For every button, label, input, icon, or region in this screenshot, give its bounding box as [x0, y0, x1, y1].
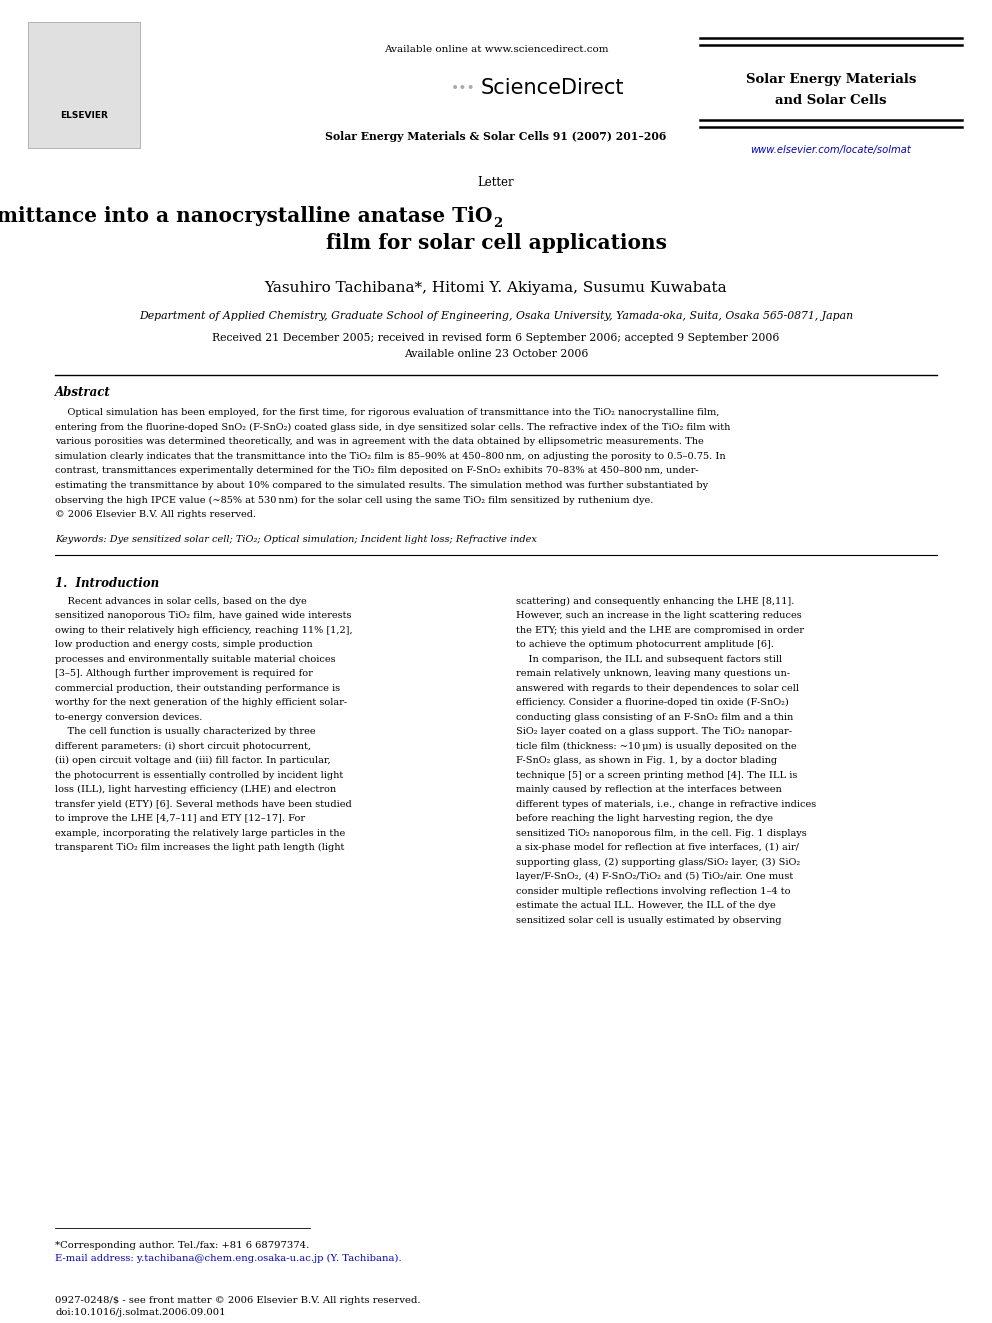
Text: © 2006 Elsevier B.V. All rights reserved.: © 2006 Elsevier B.V. All rights reserved… — [55, 511, 256, 519]
Text: In comparison, the ILL and subsequent factors still: In comparison, the ILL and subsequent fa… — [516, 655, 782, 664]
Text: to achieve the optimum photocurrent amplitude [6].: to achieve the optimum photocurrent ampl… — [516, 640, 774, 650]
Text: layer/F-SnO₂, (4) F-SnO₂/TiO₂ and (5) TiO₂/air. One must: layer/F-SnO₂, (4) F-SnO₂/TiO₂ and (5) Ti… — [516, 872, 794, 881]
Text: worthy for the next generation of the highly efficient solar-: worthy for the next generation of the hi… — [55, 699, 347, 708]
Text: estimate the actual ILL. However, the ILL of the dye: estimate the actual ILL. However, the IL… — [516, 901, 776, 910]
Text: to improve the LHE [4,7–11] and ETY [12–17]. For: to improve the LHE [4,7–11] and ETY [12–… — [55, 814, 306, 823]
Text: ScienceDirect: ScienceDirect — [481, 78, 625, 98]
Text: answered with regards to their dependences to solar cell: answered with regards to their dependenc… — [516, 684, 799, 693]
Text: technique [5] or a screen printing method [4]. The ILL is: technique [5] or a screen printing metho… — [516, 771, 798, 779]
Text: remain relatively unknown, leaving many questions un-: remain relatively unknown, leaving many … — [516, 669, 790, 679]
Text: film for solar cell applications: film for solar cell applications — [325, 233, 667, 253]
Text: estimating the transmittance by about 10% compared to the simulated results. The: estimating the transmittance by about 10… — [55, 482, 708, 490]
Text: 0927-0248/$ - see front matter © 2006 Elsevier B.V. All rights reserved.: 0927-0248/$ - see front matter © 2006 El… — [55, 1297, 421, 1304]
Text: different parameters: (i) short circuit photocurrent,: different parameters: (i) short circuit … — [55, 742, 311, 751]
Text: Solar Energy Materials: Solar Energy Materials — [746, 74, 917, 86]
Text: F-SnO₂ glass, as shown in Fig. 1, by a doctor blading: F-SnO₂ glass, as shown in Fig. 1, by a d… — [516, 757, 777, 765]
Text: mainly caused by reflection at the interfaces between: mainly caused by reflection at the inter… — [516, 786, 782, 794]
Text: a six-phase model for reflection at five interfaces, (1) air/: a six-phase model for reflection at five… — [516, 843, 799, 852]
Text: transfer yield (ETY) [6]. Several methods have been studied: transfer yield (ETY) [6]. Several method… — [55, 800, 352, 808]
Text: sensitized solar cell is usually estimated by observing: sensitized solar cell is usually estimat… — [516, 916, 782, 925]
Text: 1.  Introduction: 1. Introduction — [55, 577, 159, 590]
Text: Solar Energy Materials & Solar Cells 91 (2007) 201–206: Solar Energy Materials & Solar Cells 91 … — [325, 131, 667, 143]
Text: the photocurrent is essentially controlled by incident light: the photocurrent is essentially controll… — [55, 771, 343, 779]
Bar — [28, 22, 140, 148]
Text: Keywords: Dye sensitized solar cell; TiO₂; Optical simulation; Incident light lo: Keywords: Dye sensitized solar cell; TiO… — [55, 534, 537, 544]
Text: different types of materials, i.e., change in refractive indices: different types of materials, i.e., chan… — [516, 800, 816, 808]
Text: Available online at www.sciencedirect.com: Available online at www.sciencedirect.co… — [384, 45, 608, 54]
Text: Yasuhiro Tachibana*, Hitomi Y. Akiyama, Susumu Kuwabata: Yasuhiro Tachibana*, Hitomi Y. Akiyama, … — [265, 280, 727, 295]
Text: supporting glass, (2) supporting glass/SiO₂ layer, (3) SiO₂: supporting glass, (2) supporting glass/S… — [516, 857, 801, 867]
Text: Recent advances in solar cells, based on the dye: Recent advances in solar cells, based on… — [55, 597, 307, 606]
Text: consider multiple reflections involving reflection 1–4 to: consider multiple reflections involving … — [516, 886, 791, 896]
Text: ELSEVIER: ELSEVIER — [61, 111, 108, 119]
Text: •••: ••• — [451, 81, 476, 95]
Text: commercial production, their outstanding performance is: commercial production, their outstanding… — [55, 684, 340, 693]
Text: conducting glass consisting of an F-SnO₂ film and a thin: conducting glass consisting of an F-SnO₂… — [516, 713, 794, 722]
Text: contrast, transmittances experimentally determined for the TiO₂ film deposited o: contrast, transmittances experimentally … — [55, 467, 698, 475]
Text: efficiency. Consider a fluorine-doped tin oxide (F-SnO₂): efficiency. Consider a fluorine-doped ti… — [516, 699, 789, 708]
Text: sensitized nanoporous TiO₂ film, have gained wide interests: sensitized nanoporous TiO₂ film, have ga… — [55, 611, 351, 620]
Text: *Corresponding author. Tel./fax: +81 6 68797374.: *Corresponding author. Tel./fax: +81 6 6… — [55, 1241, 310, 1250]
Text: Available online 23 October 2006: Available online 23 October 2006 — [404, 349, 588, 359]
Text: various porosities was determined theoretically, and was in agreement with the d: various porosities was determined theore… — [55, 437, 703, 446]
Text: sensitized TiO₂ nanoporous film, in the cell. Fig. 1 displays: sensitized TiO₂ nanoporous film, in the … — [516, 828, 806, 837]
Text: www.elsevier.com/locate/solmat: www.elsevier.com/locate/solmat — [751, 146, 912, 155]
Text: simulation clearly indicates that the transmittance into the TiO₂ film is 85–90%: simulation clearly indicates that the tr… — [55, 451, 725, 460]
Text: processes and environmentally suitable material choices: processes and environmentally suitable m… — [55, 655, 335, 664]
Text: Received 21 December 2005; received in revised form 6 September 2006; accepted 9: Received 21 December 2005; received in r… — [212, 333, 780, 343]
Text: [3–5]. Although further improvement is required for: [3–5]. Although further improvement is r… — [55, 669, 312, 679]
Text: Department of Applied Chemistry, Graduate School of Engineering, Osaka Universit: Department of Applied Chemistry, Graduat… — [139, 311, 853, 321]
Text: loss (ILL), light harvesting efficiency (LHE) and electron: loss (ILL), light harvesting efficiency … — [55, 786, 336, 794]
Text: example, incorporating the relatively large particles in the: example, incorporating the relatively la… — [55, 828, 345, 837]
Text: low production and energy costs, simple production: low production and energy costs, simple … — [55, 640, 312, 650]
Text: (ii) open circuit voltage and (iii) fill factor. In particular,: (ii) open circuit voltage and (iii) fill… — [55, 757, 330, 766]
Text: scattering) and consequently enhancing the LHE [8,11].: scattering) and consequently enhancing t… — [516, 597, 795, 606]
Text: Letter: Letter — [478, 176, 514, 188]
Text: Optical simulation has been employed, for the first time, for rigorous evaluatio: Optical simulation has been employed, fo… — [55, 407, 719, 417]
Text: 2: 2 — [493, 217, 502, 230]
Text: before reaching the light harvesting region, the dye: before reaching the light harvesting reg… — [516, 814, 773, 823]
Text: transparent TiO₂ film increases the light path length (light: transparent TiO₂ film increases the ligh… — [55, 843, 344, 852]
Text: Abstract: Abstract — [55, 386, 111, 400]
Text: The cell function is usually characterized by three: The cell function is usually characteriz… — [55, 728, 315, 737]
Text: to-energy conversion devices.: to-energy conversion devices. — [55, 713, 202, 722]
Text: ticle film (thickness: ~10 μm) is usually deposited on the: ticle film (thickness: ~10 μm) is usuall… — [516, 742, 797, 751]
Text: SiO₂ layer coated on a glass support. The TiO₂ nanopar-: SiO₂ layer coated on a glass support. Th… — [516, 728, 792, 737]
Text: Optical simulation of transmittance into a nanocrystalline anatase TiO: Optical simulation of transmittance into… — [0, 206, 492, 226]
Text: observing the high IPCE value (~85% at 530 nm) for the solar cell using the same: observing the high IPCE value (~85% at 5… — [55, 496, 654, 505]
Text: entering from the fluorine-doped SnO₂ (F-SnO₂) coated glass side, in dye sensiti: entering from the fluorine-doped SnO₂ (F… — [55, 422, 730, 431]
Text: and Solar Cells: and Solar Cells — [776, 94, 887, 106]
Text: owing to their relatively high efficiency, reaching 11% [1,2],: owing to their relatively high efficienc… — [55, 626, 352, 635]
Text: E-mail address: y.tachibana@chem.eng.osaka-u.ac.jp (Y. Tachibana).: E-mail address: y.tachibana@chem.eng.osa… — [55, 1254, 402, 1263]
Text: doi:10.1016/j.solmat.2006.09.001: doi:10.1016/j.solmat.2006.09.001 — [55, 1308, 225, 1316]
Text: However, such an increase in the light scattering reduces: However, such an increase in the light s… — [516, 611, 802, 620]
Text: the ETY; this yield and the LHE are compromised in order: the ETY; this yield and the LHE are comp… — [516, 626, 804, 635]
